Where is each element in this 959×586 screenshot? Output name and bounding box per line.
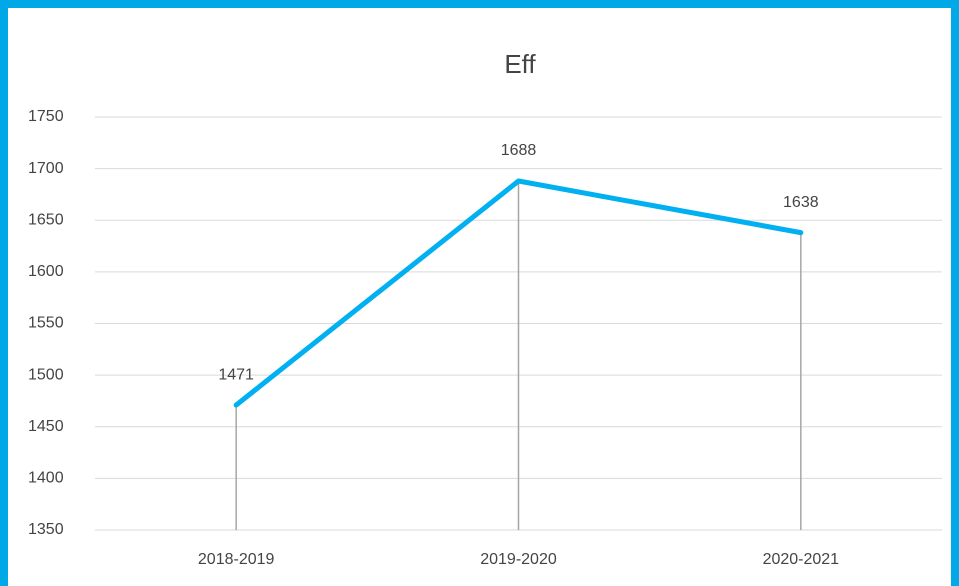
- data-label: 1638: [783, 194, 819, 211]
- y-tick-label: 1400: [28, 470, 64, 487]
- data-label: 1688: [501, 142, 537, 159]
- y-tick-label: 1750: [28, 108, 64, 125]
- chart-title: Eff: [504, 49, 536, 79]
- x-tick-label: 2019-2020: [480, 551, 557, 568]
- y-tick-label: 1350: [28, 521, 64, 538]
- y-tick-label: 1650: [28, 211, 64, 228]
- y-tick-label: 1500: [28, 366, 64, 383]
- y-tick-label: 1600: [28, 263, 64, 280]
- y-tick-label: 1450: [28, 418, 64, 435]
- x-tick-label: 2018-2019: [198, 551, 275, 568]
- x-tick-label: 2020-2021: [763, 551, 840, 568]
- y-tick-label: 1550: [28, 315, 64, 332]
- y-tick-label: 1700: [28, 160, 64, 177]
- data-label: 1471: [218, 366, 254, 383]
- data-line: [233, 178, 804, 408]
